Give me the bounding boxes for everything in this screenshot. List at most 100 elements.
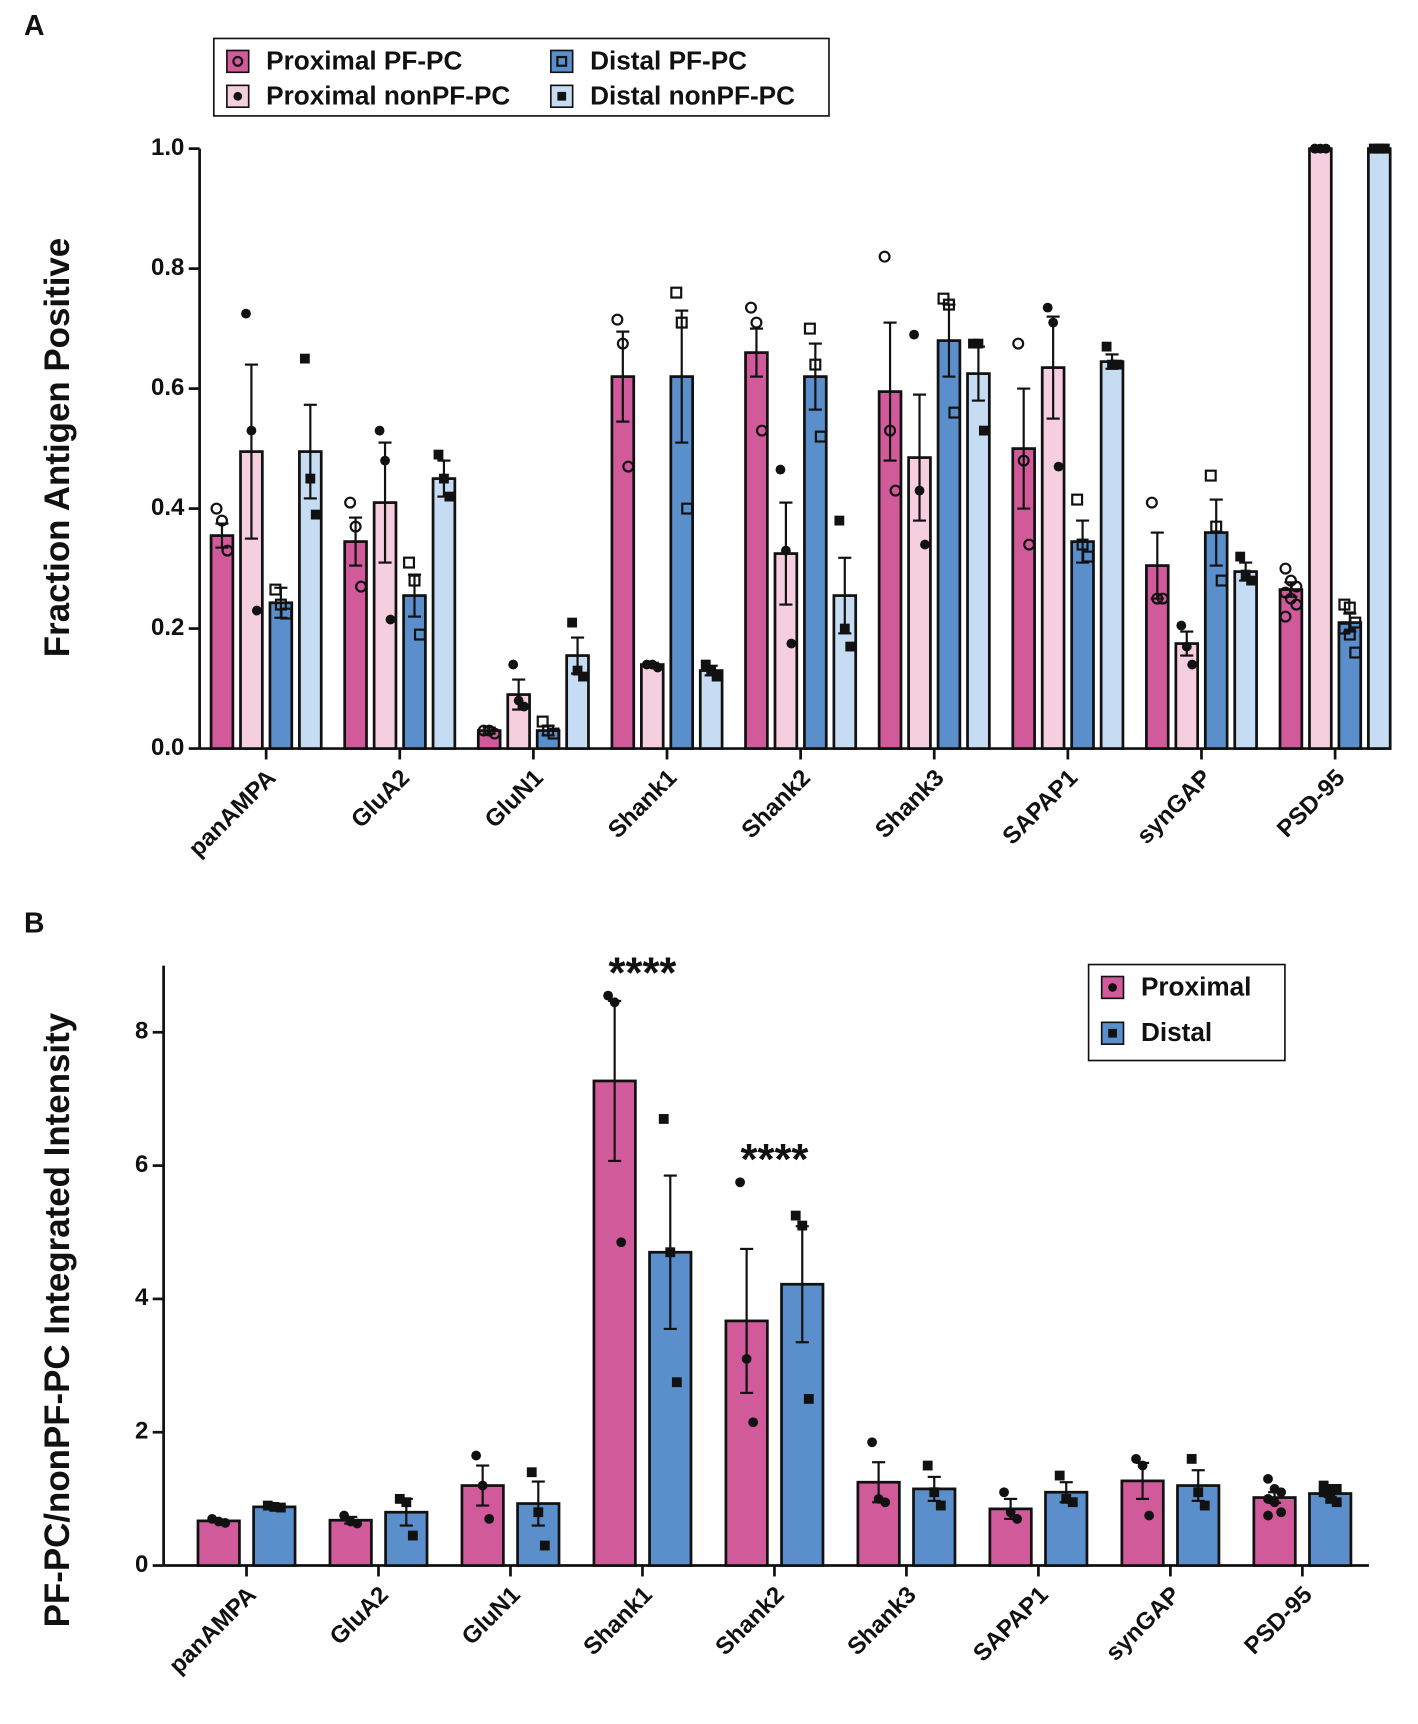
data-point bbox=[845, 641, 856, 652]
data-point bbox=[1349, 646, 1362, 659]
data-point bbox=[1023, 538, 1036, 551]
data-point bbox=[1181, 641, 1192, 652]
data-point bbox=[508, 659, 519, 670]
data-point bbox=[251, 605, 262, 616]
data-point bbox=[1005, 1507, 1016, 1518]
data-point bbox=[878, 250, 891, 263]
data-point bbox=[775, 464, 786, 475]
bar bbox=[1308, 147, 1333, 750]
data-point bbox=[1325, 1493, 1336, 1504]
data-point bbox=[1246, 575, 1257, 586]
data-point bbox=[1048, 317, 1059, 328]
y-tick-label: 0.4 bbox=[151, 494, 185, 521]
x-tick-label: panAMPA bbox=[164, 1581, 262, 1679]
data-point bbox=[1310, 143, 1320, 154]
y-tick-label: 0.8 bbox=[151, 254, 184, 281]
y-axis-title: Fraction Antigen Positive bbox=[38, 238, 77, 657]
data-point bbox=[526, 1467, 537, 1478]
bar bbox=[610, 375, 636, 750]
bar bbox=[640, 663, 665, 750]
x-tick-label: GluA2 bbox=[325, 1581, 394, 1650]
bar bbox=[1070, 540, 1095, 750]
bar bbox=[1040, 366, 1066, 750]
x-tick-label: GluN1 bbox=[480, 764, 549, 833]
legend-swatch bbox=[550, 49, 574, 74]
data-point bbox=[221, 544, 234, 557]
data-point bbox=[1187, 659, 1198, 670]
x-tick-label: synGAP bbox=[1132, 764, 1217, 849]
error-bar bbox=[808, 342, 822, 411]
data-point bbox=[556, 55, 568, 67]
data-point bbox=[280, 607, 293, 620]
data-point bbox=[1279, 610, 1292, 623]
y-tick-label: 1.0 bbox=[151, 134, 184, 161]
y-axis-title: PF-PC/nonPF-PC Integrated Intensity bbox=[38, 1012, 77, 1627]
data-point bbox=[786, 638, 797, 649]
x-tick-label: PSD-95 bbox=[1272, 764, 1350, 842]
data-point bbox=[488, 727, 501, 740]
data-point bbox=[700, 659, 711, 670]
data-point bbox=[413, 628, 426, 641]
data-point bbox=[780, 545, 791, 556]
data-point bbox=[1156, 592, 1169, 605]
data-point bbox=[839, 623, 850, 634]
bar bbox=[856, 1480, 901, 1567]
x-tick-label: Shank2 bbox=[710, 1581, 789, 1660]
x-tick-label: Shank1 bbox=[578, 1581, 657, 1660]
data-point bbox=[1235, 551, 1246, 562]
bar bbox=[343, 540, 368, 750]
error-bar bbox=[740, 1247, 754, 1394]
data-point bbox=[220, 1517, 231, 1528]
data-point bbox=[403, 556, 416, 569]
error-bar bbox=[912, 393, 927, 522]
x-tick-label: Shank3 bbox=[842, 1581, 921, 1660]
x-tick-label: panAMPA bbox=[183, 764, 281, 862]
bar bbox=[698, 669, 724, 750]
bar bbox=[1044, 1490, 1089, 1567]
data-point bbox=[1112, 359, 1123, 370]
data-point bbox=[935, 1500, 946, 1511]
data-point bbox=[616, 1237, 627, 1248]
data-point bbox=[232, 55, 244, 67]
data-point bbox=[867, 1437, 877, 1448]
y-tick-label: 8 bbox=[135, 1018, 148, 1045]
data-point bbox=[484, 1513, 495, 1524]
legend-label: Proximal nonPF-PC bbox=[266, 80, 510, 110]
data-point bbox=[269, 583, 282, 596]
data-point bbox=[948, 406, 961, 419]
data-point bbox=[1101, 341, 1112, 352]
panel-label: A bbox=[24, 10, 44, 42]
data-point bbox=[269, 1501, 280, 1512]
data-point bbox=[477, 724, 490, 737]
data-point bbox=[380, 455, 390, 466]
data-point bbox=[275, 1502, 286, 1513]
data-point bbox=[1054, 1470, 1065, 1481]
x-tick-label: PSD-95 bbox=[1239, 1581, 1317, 1659]
data-point bbox=[1017, 454, 1030, 467]
legend-label: Proximal bbox=[1141, 971, 1252, 1001]
data-point bbox=[884, 424, 897, 437]
bar bbox=[268, 601, 294, 750]
data-point bbox=[741, 1353, 752, 1364]
data-point bbox=[1151, 592, 1164, 605]
data-point bbox=[889, 484, 902, 497]
bar bbox=[1367, 147, 1392, 750]
data-point bbox=[880, 1497, 891, 1508]
data-point bbox=[385, 614, 396, 625]
data-point bbox=[671, 1377, 682, 1388]
data-point bbox=[262, 1500, 273, 1511]
data-point bbox=[929, 1487, 940, 1498]
data-point bbox=[750, 316, 763, 329]
y-tick-label: 0 bbox=[135, 1551, 148, 1578]
bar bbox=[1174, 642, 1200, 750]
data-point bbox=[241, 308, 251, 319]
data-point bbox=[797, 1220, 808, 1231]
data-point bbox=[681, 502, 694, 515]
data-point bbox=[748, 1417, 759, 1428]
data-point bbox=[233, 91, 243, 101]
data-point bbox=[803, 1393, 814, 1404]
x-tick-label: Shank2 bbox=[736, 764, 815, 843]
data-point bbox=[1215, 574, 1228, 587]
bar bbox=[1337, 621, 1363, 750]
